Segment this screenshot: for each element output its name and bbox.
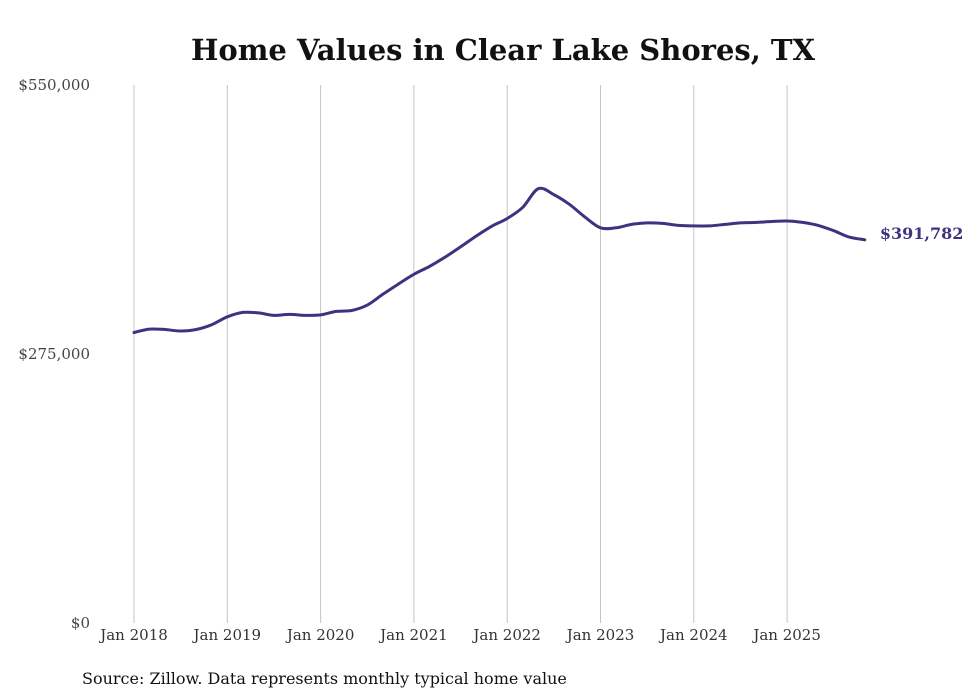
x-tick-label: Jan 2021 <box>378 626 448 644</box>
x-tick-label: Jan 2022 <box>471 626 541 644</box>
x-tick-label: Jan 2018 <box>98 626 168 644</box>
x-axis-ticks: Jan 2018 Jan 2019 Jan 2020 Jan 2021 Jan 2022… <box>98 626 821 644</box>
y-tick-label: $550,000 <box>18 76 90 94</box>
x-tick-label: Jan 2023 <box>565 626 635 644</box>
end-value-label: $391,782 <box>880 224 964 243</box>
source-note: Source: Zillow. Data represents monthly … <box>82 669 567 688</box>
gridlines <box>133 85 788 623</box>
y-axis-ticks: $0 $275,000 $550,000 <box>18 76 90 632</box>
x-tick-label: Jan 2025 <box>751 626 821 644</box>
chart-title: Home Values in Clear Lake Shores, TX <box>191 33 816 67</box>
x-tick-label: Jan 2019 <box>192 626 262 644</box>
x-tick-label: Jan 2020 <box>285 626 355 644</box>
y-tick-label: $0 <box>71 614 90 632</box>
y-tick-label: $275,000 <box>18 345 90 363</box>
x-tick-label: Jan 2024 <box>658 626 728 644</box>
home-value-line <box>132 186 867 334</box>
